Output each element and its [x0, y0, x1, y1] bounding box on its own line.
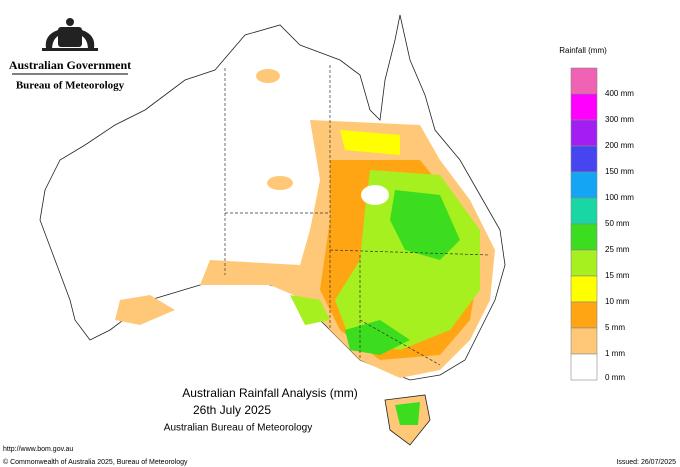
- legend-label: 200 mm: [605, 141, 634, 150]
- legend-label: 150 mm: [605, 167, 634, 176]
- legend-label: 400 mm: [605, 89, 634, 98]
- state-borders: [224, 65, 491, 366]
- legend-label: 300 mm: [605, 115, 634, 124]
- legend-label: 15 mm: [605, 271, 630, 280]
- map-date: 26th July 2025: [193, 403, 271, 417]
- legend-label: 1 mm: [605, 349, 625, 358]
- legend-swatch: [570, 249, 598, 277]
- legend-label: 5 mm: [605, 323, 625, 332]
- legend-swatch: [570, 93, 598, 121]
- legend-swatch: [570, 145, 598, 173]
- map-source: Australian Bureau of Meteorology: [164, 423, 312, 434]
- legend-swatch: [570, 275, 598, 303]
- footer-copyright: © Commonwealth of Australia 2025, Bureau…: [3, 458, 188, 466]
- legend-label: 100 mm: [605, 193, 634, 202]
- map-title: Australian Rainfall Analysis (mm): [182, 386, 357, 400]
- footer-url[interactable]: http://www.bom.gov.au: [3, 446, 73, 453]
- legend-swatch: [570, 67, 598, 95]
- legend-label: 50 mm: [605, 219, 630, 228]
- legend-swatch: [570, 197, 598, 225]
- legend-swatch: [570, 327, 598, 355]
- tasmania-rain: [395, 402, 420, 425]
- legend-swatch: [570, 353, 598, 381]
- legend-title: Rainfall (mm): [559, 46, 607, 55]
- legend-swatch: [570, 301, 598, 329]
- legend-label: 10 mm: [605, 297, 630, 306]
- footer-issued: Issued: 26/07/2025: [616, 459, 676, 466]
- legend-swatch: [570, 171, 598, 199]
- legend: 400 mm 300 mm 200 mm 150 mm 100 mm 50 mm 25 mm…: [570, 67, 634, 382]
- government: Australian Government: [9, 58, 131, 72]
- legend-label: 25 mm: [605, 245, 630, 254]
- coat-of-arms: [42, 18, 98, 51]
- legend-label: 0 mm: [605, 373, 625, 382]
- legend-swatch: [570, 223, 598, 251]
- agency: Bureau of Meteorology: [16, 80, 125, 92]
- legend-swatch: [570, 119, 598, 147]
